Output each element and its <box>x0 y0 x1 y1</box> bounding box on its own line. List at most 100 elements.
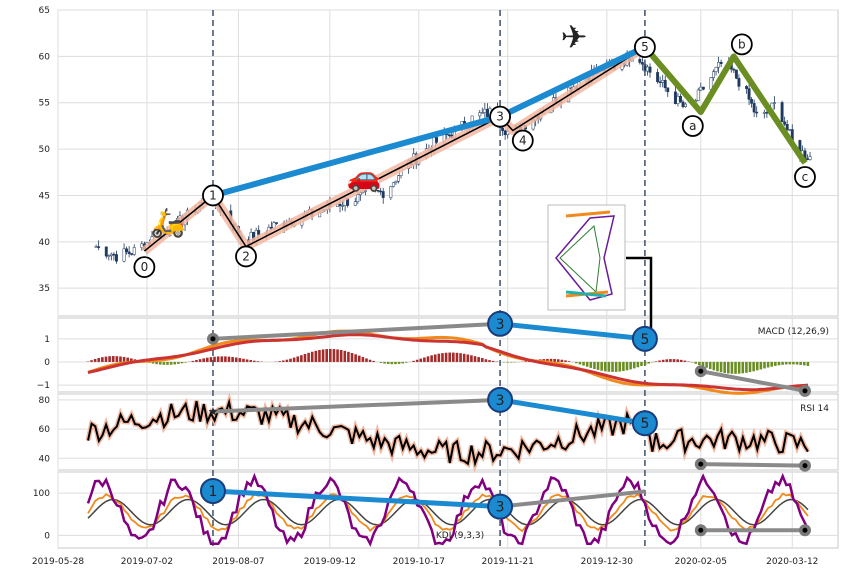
macd-hist-bar <box>807 362 810 366</box>
macd-hist-bar <box>694 362 697 364</box>
candle-body <box>390 186 392 197</box>
macd-hist-bar <box>398 362 401 364</box>
macd-hist-bar <box>405 362 408 363</box>
macd-hist-bar <box>561 360 564 362</box>
candle-body <box>735 70 737 78</box>
wave-badge-text: 3 <box>496 393 505 409</box>
macd-hist-bar <box>669 359 672 362</box>
candle-body <box>479 113 481 116</box>
macd-hist-bar <box>220 356 223 362</box>
y-tick-label: 50 <box>39 145 51 155</box>
macd-hist-bar <box>430 355 433 362</box>
candle-body <box>639 59 641 62</box>
macd-hist-bar <box>456 353 459 362</box>
macd-hist-bar <box>611 362 614 372</box>
macd-hist-bar <box>228 357 231 362</box>
y-tick-label: 100 <box>33 489 50 499</box>
wave-label-text: b <box>738 37 746 51</box>
y-tick-label: 60 <box>39 52 51 62</box>
candle-body <box>745 86 747 88</box>
y-tick-label: 65 <box>39 6 50 16</box>
wave-badge-text: 1 <box>209 484 218 500</box>
x-tick-label: 2020-03-12 <box>766 557 818 567</box>
wave-label-text: 1 <box>209 188 217 202</box>
macd-hist-bar <box>365 358 368 362</box>
candle-body <box>486 109 488 117</box>
macd-hist-bar <box>412 361 415 362</box>
macd-hist-bar <box>173 362 176 364</box>
macd-hist-bar <box>618 362 621 372</box>
macd-hist-bar <box>253 361 256 362</box>
macd-hist-bar <box>524 361 527 362</box>
macd-hist-bar <box>210 357 213 362</box>
candle-body <box>679 96 681 102</box>
macd-hist-bar <box>459 353 462 362</box>
macd-hist-bar <box>723 362 726 373</box>
candle-body <box>712 72 714 78</box>
macd-hist-bar <box>184 362 187 363</box>
candle-body <box>110 254 112 255</box>
macd-hist-bar <box>557 359 560 362</box>
macd-hist-bar <box>680 360 683 362</box>
macd-hist-bar <box>749 362 752 372</box>
kdj-label: KDJ (9,3,3) <box>436 531 484 541</box>
macd-hist-bar <box>470 355 473 362</box>
macd-hist-bar <box>506 362 509 363</box>
x-tick-label: 2020-02-05 <box>675 557 727 567</box>
candle-body <box>717 62 719 67</box>
candle-body <box>786 124 788 129</box>
macd-hist-bar <box>752 362 755 371</box>
divergence-dot-core <box>698 369 703 374</box>
macd-hist-bar <box>568 361 571 362</box>
macd-hist-bar <box>575 362 578 363</box>
candle-body <box>781 102 783 121</box>
candle-body <box>710 78 712 90</box>
macd-hist-bar <box>383 362 386 364</box>
y-tick-label: 40 <box>39 454 51 464</box>
candle-body <box>397 176 399 182</box>
candle-body <box>783 122 785 125</box>
macd-hist-bar <box>239 358 242 362</box>
macd-hist-bar <box>665 359 668 362</box>
inset-pattern-icon <box>548 205 625 310</box>
candle-body <box>382 191 384 197</box>
candle-body <box>108 256 110 257</box>
wave-label-text: a <box>689 119 696 133</box>
wave-label-text: 2 <box>242 249 250 263</box>
macd-hist-bar <box>441 353 444 362</box>
candle-body <box>738 78 740 86</box>
candle-body <box>275 223 277 224</box>
macd-hist-bar <box>343 351 346 362</box>
wave-label-text: 0 <box>141 260 149 274</box>
macd-hist-bar <box>637 362 640 367</box>
macd-hist-bar <box>315 351 318 362</box>
macd-hist-bar <box>195 360 198 362</box>
rsi-divergence-line-2 <box>701 464 805 465</box>
x-tick-label: 2019-07-02 <box>121 557 173 567</box>
macd-hist-bar <box>116 356 119 362</box>
macd-hist-bar <box>257 361 260 362</box>
candle-body <box>354 202 356 206</box>
macd-hist-bar <box>698 362 701 365</box>
candle-body <box>481 113 483 114</box>
macd-hist-bar <box>597 362 600 370</box>
macd-hist-bar <box>325 349 328 362</box>
x-tick-label: 2019-09-12 <box>304 557 356 567</box>
wave-badge-text: 5 <box>640 332 649 348</box>
macd-hist-bar <box>108 356 111 362</box>
macd-hist-bar <box>416 360 419 362</box>
macd-hist-bar <box>289 359 292 362</box>
wave-label-text: 5 <box>641 40 649 54</box>
macd-hist-bar <box>579 362 582 364</box>
macd-hist-bar <box>340 350 343 362</box>
macd-hist-bar <box>300 355 303 362</box>
divergence-dot-core <box>210 336 215 341</box>
wave-badge-text: 3 <box>496 500 505 516</box>
macd-hist-bar <box>604 362 607 371</box>
candle-body <box>357 195 359 202</box>
candle-body <box>773 102 775 103</box>
macd-hist-bar <box>684 361 687 362</box>
candle-body <box>753 103 755 112</box>
macd-hist-bar <box>709 362 712 369</box>
candle-body <box>501 128 503 131</box>
